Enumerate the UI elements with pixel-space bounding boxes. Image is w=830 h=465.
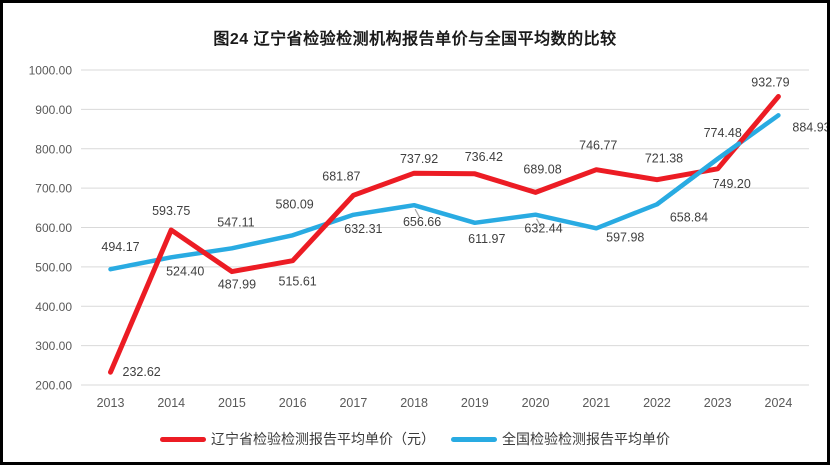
series-line-liaoning bbox=[108, 94, 781, 375]
x-axis-tick-label: 2019 bbox=[461, 396, 489, 410]
data-label: 932.79 bbox=[751, 75, 789, 89]
data-label: 611.97 bbox=[468, 232, 505, 246]
data-label: 737.92 bbox=[400, 152, 438, 166]
legend-swatch-national bbox=[451, 436, 497, 442]
data-label: 524.40 bbox=[166, 264, 204, 278]
series-line-national-overlap bbox=[654, 141, 742, 207]
data-label-leader-line bbox=[536, 218, 543, 229]
data-label: 656.66 bbox=[403, 215, 441, 229]
x-axis-tick-label: 2017 bbox=[339, 396, 367, 410]
data-label: 597.98 bbox=[606, 230, 644, 244]
data-label: 487.99 bbox=[218, 278, 256, 292]
y-axis-tick-label: 200.00 bbox=[35, 379, 72, 393]
legend-swatch-liaoning bbox=[160, 436, 206, 442]
data-label: 494.17 bbox=[101, 240, 139, 254]
legend-label-national: 全国检验检测报告平均单价 bbox=[502, 431, 670, 447]
x-axis-tick-label: 2013 bbox=[97, 396, 125, 410]
data-label: 632.44 bbox=[524, 222, 562, 236]
y-axis-tick-label: 600.00 bbox=[35, 221, 72, 235]
x-axis-tick-label: 2024 bbox=[765, 396, 793, 410]
x-axis-tick-label: 2022 bbox=[643, 396, 671, 410]
data-label: 774.48 bbox=[704, 126, 742, 140]
y-axis-tick-label: 400.00 bbox=[35, 300, 72, 314]
data-label: 547.11 bbox=[217, 215, 254, 229]
data-label: 580.09 bbox=[276, 197, 314, 211]
y-axis-tick-label: 900.00 bbox=[35, 103, 72, 117]
x-axis-tick-label: 2023 bbox=[704, 396, 732, 410]
y-axis-tick-label: 500.00 bbox=[35, 260, 72, 274]
chart-title: 图24 辽宁省检验检测机构报告单价与全国平均数的比较 bbox=[213, 31, 617, 48]
y-axis-tick-label: 800.00 bbox=[35, 142, 72, 156]
data-label: 884.93 bbox=[792, 120, 830, 134]
data-label: 515.61 bbox=[279, 275, 317, 289]
x-axis-tick-label: 2014 bbox=[157, 396, 185, 410]
data-label: 593.75 bbox=[152, 204, 190, 218]
data-label: 681.87 bbox=[322, 169, 360, 183]
y-axis-tick-label: 1000.00 bbox=[29, 64, 73, 78]
x-axis-tick-label: 2018 bbox=[400, 396, 428, 410]
x-axis-tick-label: 2021 bbox=[582, 396, 610, 410]
data-label: 232.62 bbox=[123, 365, 161, 379]
data-label: 632.31 bbox=[344, 222, 382, 236]
x-axis-tick-label: 2016 bbox=[279, 396, 307, 410]
data-label: 658.84 bbox=[670, 210, 708, 224]
data-label: 746.77 bbox=[579, 139, 617, 153]
legend-item-national: 全国检验检测报告平均单价 bbox=[451, 429, 670, 449]
data-label-leader-line bbox=[414, 208, 421, 219]
series-line-national bbox=[108, 113, 781, 272]
data-label: 736.42 bbox=[465, 150, 503, 164]
legend-label-liaoning: 辽宁省检验检测报告平均单价（元） bbox=[211, 431, 435, 447]
line-chart-canvas: 200.00 300.00 400.00 500.00 600.00 700.00 800.… bbox=[29, 64, 830, 411]
legend-item-liaoning: 辽宁省检验检测报告平均单价（元） bbox=[160, 429, 435, 449]
y-axis-tick-label: 700.00 bbox=[35, 182, 72, 196]
data-label: 721.38 bbox=[645, 152, 683, 166]
chart-legend: 辽宁省检验检测报告平均单价（元） 全国检验检测报告平均单价 bbox=[3, 429, 827, 449]
x-axis-tick-label: 2020 bbox=[522, 396, 550, 410]
y-axis-tick-label: 300.00 bbox=[35, 339, 72, 353]
data-label: 749.20 bbox=[713, 177, 751, 191]
data-label: 689.08 bbox=[523, 162, 561, 176]
x-axis-tick-label: 2015 bbox=[218, 396, 246, 410]
